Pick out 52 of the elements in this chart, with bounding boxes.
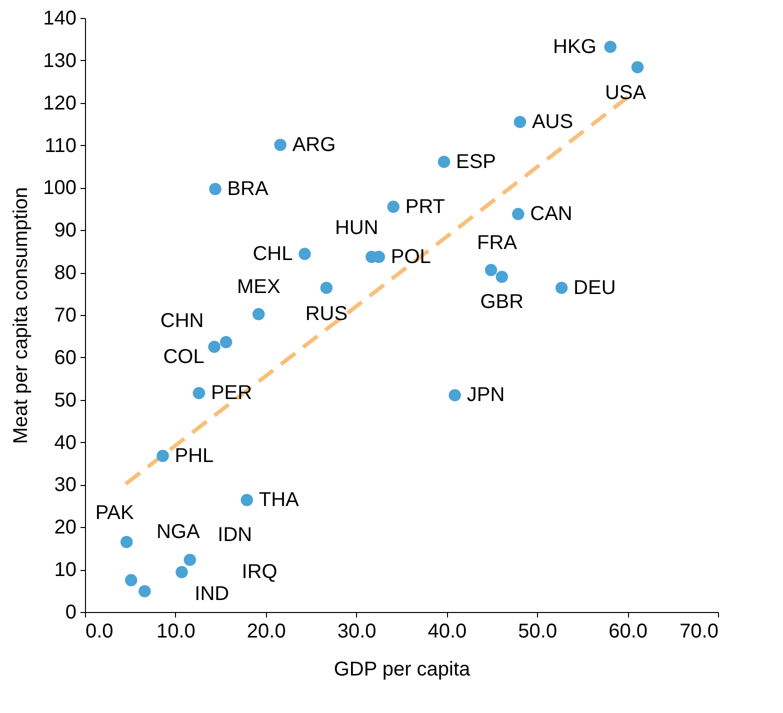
y-tick-label: 130 (43, 50, 76, 72)
x-tick-label: 60.0 (608, 620, 648, 642)
annotation: PHL (174, 444, 214, 467)
annotation: ARG (292, 134, 336, 156)
x-tick-label: 30.0 (337, 620, 376, 642)
annotation: GBR (480, 290, 524, 313)
y-tick-label: 10 (54, 559, 76, 582)
x-tick-label: 0.0 (86, 620, 114, 642)
annotation: PER (210, 382, 252, 404)
y-tick-label: 70 (54, 304, 76, 326)
annotation: MEX (236, 276, 280, 298)
annotation: NGA (156, 521, 200, 544)
x-tick-label: 70.0 (680, 620, 718, 642)
annotation: PRT (405, 196, 445, 218)
annotation: COL (163, 346, 204, 368)
annotation: AUS (532, 110, 574, 133)
annotation: DEU (574, 276, 616, 299)
annotation: HKG (553, 36, 596, 58)
y-tick-label: 80 (54, 262, 76, 284)
annotation: FRA (477, 232, 518, 254)
y-tick-label: 60 (54, 346, 76, 369)
x-tick-label: 20.0 (246, 620, 286, 642)
annotation: PAK (95, 502, 135, 524)
y-tick-label: 110 (44, 134, 76, 157)
x-tick-label: 10.0 (156, 620, 196, 642)
annotation: IRQ (242, 561, 278, 584)
y-axis-title: Meat per capita consumption (10, 187, 32, 444)
y-tick-label: 140 (43, 8, 76, 30)
y-tick-label: 0 (65, 602, 76, 624)
annotation: JPN (466, 384, 505, 406)
x-tick-label: 40.0 (428, 620, 467, 642)
annotation: CAN (530, 203, 572, 226)
y-tick-label: 90 (54, 220, 76, 242)
annotation: THA (258, 488, 300, 511)
y-tick-label: 40 (54, 432, 76, 454)
x-tick-label: 50.0 (518, 620, 558, 642)
annotation: CHL (252, 242, 293, 265)
y-tick-label: 30 (54, 474, 76, 496)
annotation: USA (604, 82, 647, 104)
x-axis-title: GDP per capita (334, 658, 472, 680)
annotation: IND (194, 583, 230, 606)
annotation: HUN (334, 216, 378, 239)
annotation: RUS (305, 302, 348, 325)
annotation: BRA (227, 178, 269, 200)
y-tick-label: 50 (54, 389, 76, 412)
annotation: POL (390, 246, 431, 268)
y-tick-label: 120 (43, 92, 76, 114)
annotation: IDN (218, 524, 252, 546)
annotation: ESP (456, 150, 496, 173)
annotation: CHN (160, 310, 204, 332)
y-tick-label: 100 (43, 177, 76, 200)
y-tick-label: 20 (54, 516, 76, 539)
